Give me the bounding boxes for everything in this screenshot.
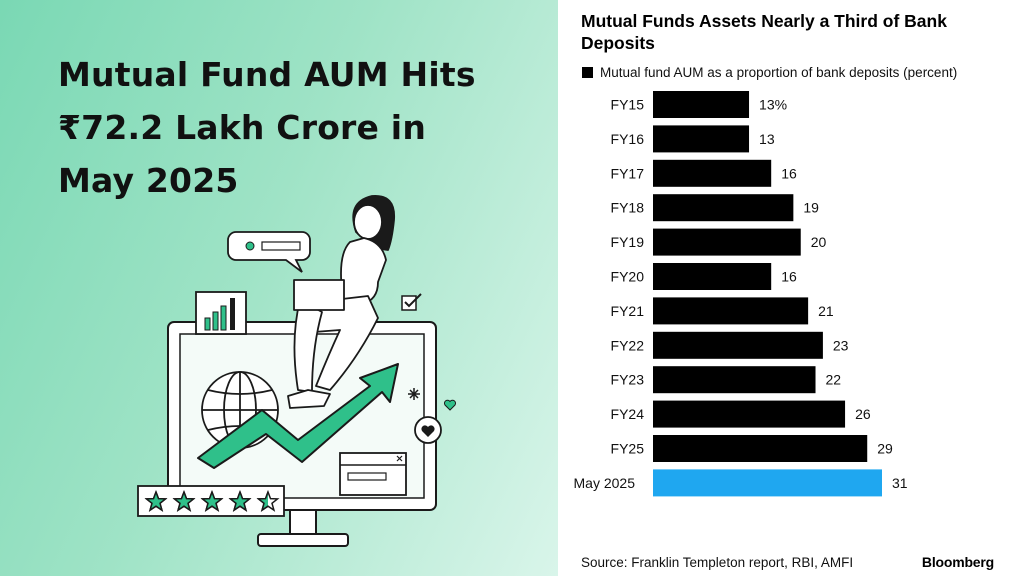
category-label: May 2025	[574, 475, 636, 491]
value-label: 29	[877, 441, 893, 457]
chat-bubble-icon	[227, 231, 311, 273]
bar	[653, 331, 823, 359]
bar	[653, 125, 750, 153]
legend-label: Mutual fund AUM as a proportion of bank …	[600, 65, 958, 80]
value-label: 20	[811, 234, 827, 250]
category-label: FY17	[611, 165, 645, 181]
value-label: 16	[781, 269, 797, 285]
category-label: FY20	[611, 269, 645, 285]
bar	[653, 194, 794, 222]
value-label: 13	[759, 131, 775, 147]
bar	[653, 159, 772, 187]
bar	[653, 91, 750, 118]
bar	[653, 400, 846, 428]
category-label: FY18	[611, 200, 645, 216]
bar-chart-icon	[195, 291, 247, 335]
headline-line-1: Mutual Fund AUM Hits	[58, 55, 476, 94]
person-laptop-icon	[287, 195, 395, 409]
legend-swatch	[582, 67, 593, 78]
category-label: FY16	[611, 131, 645, 147]
headline-line-3: May 2025	[58, 161, 239, 200]
value-label: 16	[781, 165, 797, 181]
category-label: FY25	[611, 441, 645, 457]
category-label: FY23	[611, 372, 645, 388]
value-label: 22	[826, 372, 842, 388]
headline-line-2: ₹72.2 Lakh Crore in	[58, 108, 427, 147]
category-label: FY22	[611, 337, 645, 353]
star-fill-icon	[145, 491, 167, 512]
star-fill-icon	[229, 491, 251, 512]
value-label: 21	[818, 303, 834, 319]
star-fill-icon	[173, 491, 195, 512]
star-fill-icon	[201, 491, 223, 512]
chart-panel: Mutual Funds Assets Nearly a Third of Ba…	[558, 0, 1024, 576]
star-fill-icon	[257, 491, 268, 512]
trend-arrow-icon	[197, 363, 399, 469]
value-label: 31	[892, 475, 908, 491]
chart-title: Mutual Funds Assets Nearly a Third of Ba…	[581, 11, 947, 53]
illustration	[137, 195, 457, 547]
left-panel: Mutual Fund AUM Hits ₹72.2 Lakh Crore in…	[0, 0, 558, 576]
heart-icon	[414, 399, 457, 444]
brand-logo: Bloomberg	[921, 554, 994, 570]
chart-legend: Mutual fund AUM as a proportion of bank …	[582, 65, 957, 80]
bar-chart: FY15 13% FY16 13 FY17 16 FY18 19 FY19 20 FY20 16 FY2…	[574, 91, 908, 497]
bar	[653, 228, 801, 256]
checkmark-icon	[401, 293, 422, 311]
bar	[653, 366, 816, 394]
bar	[653, 469, 882, 497]
sparkle-icon	[408, 388, 420, 400]
category-label: FY19	[611, 234, 645, 250]
category-label: FY15	[611, 97, 645, 113]
value-label: 19	[803, 200, 819, 216]
value-label: 26	[855, 406, 871, 422]
headline: Mutual Fund AUM Hits ₹72.2 Lakh Crore in…	[58, 48, 528, 207]
window-card-icon	[339, 452, 407, 496]
category-label: FY24	[611, 406, 645, 422]
bar	[653, 263, 772, 290]
bar	[653, 297, 809, 325]
source-note: Source: Franklin Templeton report, RBI, …	[581, 555, 854, 570]
bar	[653, 435, 868, 462]
category-label: FY21	[611, 303, 645, 319]
star-rating-icon	[137, 485, 285, 517]
value-label: 13%	[759, 97, 787, 113]
value-label: 23	[833, 337, 849, 353]
